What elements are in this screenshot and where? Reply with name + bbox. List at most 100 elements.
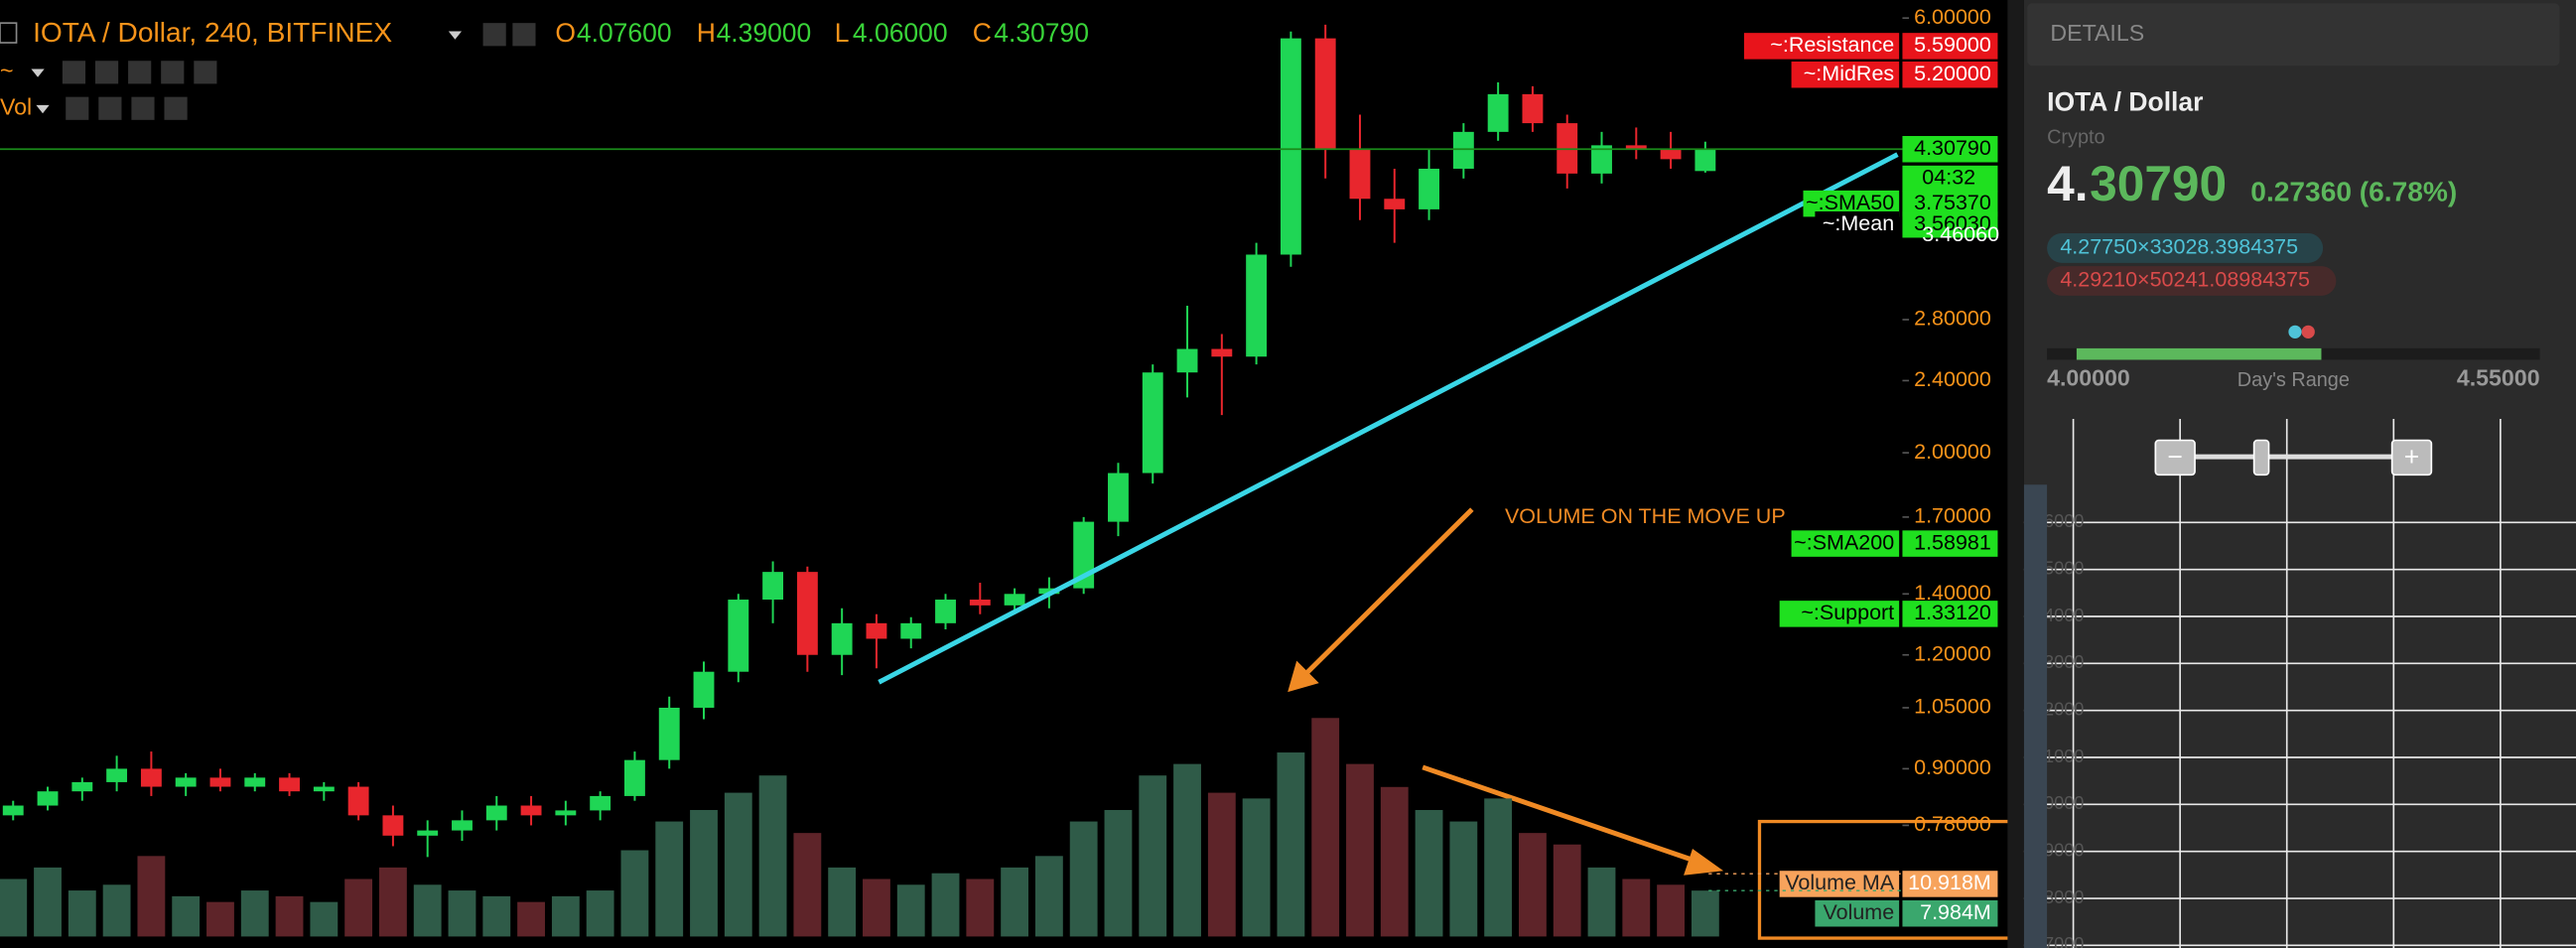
volume-bar: [482, 895, 511, 937]
candle-body: [485, 805, 507, 821]
candle-body: [37, 791, 59, 806]
icon[interactable]: [66, 96, 89, 120]
zoom-out[interactable]: [2154, 439, 2196, 476]
ohlc-value: 4.30790: [994, 18, 1089, 48]
tag-label: ~:MidRes: [1804, 62, 1894, 85]
icon[interactable]: [128, 61, 152, 84]
dropdown[interactable]: [448, 31, 463, 40]
icon[interactable]: [482, 23, 506, 47]
bid-pill: [2047, 233, 2324, 263]
tag-box: [1902, 601, 1998, 627]
candle-body: [313, 786, 335, 792]
tag-label: Volume: [1823, 900, 1894, 924]
zoom-in[interactable]: [2390, 439, 2433, 476]
tag-value: 1.58981: [1914, 530, 1991, 554]
volume-bar: [896, 884, 925, 937]
volume-bar: [68, 890, 96, 937]
volume-bar: [1069, 821, 1098, 937]
icon[interactable]: [131, 96, 155, 120]
icon[interactable]: [98, 96, 122, 120]
volume-bar: [931, 873, 960, 937]
candle-body: [658, 707, 680, 760]
arrow-head: [1288, 660, 1319, 693]
tag-value: 4.30790: [1914, 136, 1991, 160]
volume-bar: [1173, 763, 1201, 937]
dropdown[interactable]: [36, 104, 50, 114]
range-high: 4.55000: [2457, 364, 2540, 390]
candle-body: [1280, 38, 1301, 255]
candle-body: [209, 777, 231, 787]
icon[interactable]: [164, 96, 188, 120]
y-tick-label: 1.05000: [1914, 695, 1991, 719]
icon[interactable]: [194, 61, 217, 84]
candle-body: [831, 622, 853, 655]
candle-body: [623, 759, 645, 796]
candle-body: [1038, 588, 1060, 595]
volume-bar: [137, 856, 166, 937]
tag-label-box: [1791, 530, 1900, 557]
volume-bar: [240, 890, 269, 937]
tag-box: [1902, 33, 1998, 60]
icon[interactable]: [94, 61, 119, 84]
volume-bar: [828, 867, 857, 937]
volume-bar: [1484, 798, 1513, 937]
volume-bar: [863, 879, 890, 937]
candle-body: [520, 805, 542, 816]
tag-label: ~:Mean: [1823, 211, 1894, 235]
candle-body: [1487, 93, 1509, 132]
ohlc-label: O: [555, 18, 576, 48]
candle-body: [866, 622, 887, 639]
tag-box: [1902, 136, 1998, 163]
y-tick-label: 1.70000: [1914, 504, 1991, 528]
tag-value: 5.20000: [1914, 62, 1991, 85]
icon[interactable]: [161, 61, 185, 84]
slider-handle[interactable]: [2252, 439, 2270, 476]
volume-bar: [1139, 775, 1167, 937]
volume-bar: [172, 895, 201, 937]
volume-bar: [310, 901, 339, 937]
tag-label-box: [1743, 33, 1900, 60]
volume-bar: [378, 867, 407, 937]
volume-bar: [1691, 890, 1719, 937]
details-panel: [2023, 0, 2576, 948]
candle-body: [1419, 168, 1439, 209]
volume-bar: [1622, 879, 1651, 937]
icon[interactable]: [62, 61, 86, 84]
candle-body: [452, 820, 473, 831]
symbol: IOTA / Dollar, 240, BITFINEX: [33, 17, 392, 48]
candle-body: [140, 768, 162, 787]
menu-icon[interactable]: [0, 22, 18, 44]
ohlc-value: 4.07600: [577, 18, 672, 48]
volume-bar: [690, 809, 718, 937]
candle-body: [1695, 149, 1716, 172]
candle-body: [1625, 145, 1647, 150]
candle-body: [590, 795, 611, 811]
details-header: [2027, 3, 2560, 67]
arrow: [1303, 507, 1474, 676]
y-tick-label: 1.40000: [1914, 581, 1991, 605]
candle-body: [1246, 254, 1268, 357]
candle-body: [417, 830, 439, 836]
candle-body: [1314, 38, 1336, 150]
volume-bar: [758, 775, 787, 937]
volume-bar: [620, 850, 649, 937]
icon[interactable]: [512, 23, 536, 47]
ohlc-label: H: [697, 18, 716, 48]
y-tick-label: 2.40000: [1914, 367, 1991, 391]
arrows: [1288, 507, 1724, 876]
divider[interactable]: [2007, 0, 2024, 948]
candle-body: [1004, 594, 1025, 606]
candle-body: [279, 777, 300, 792]
volume-bar: [0, 879, 28, 937]
tag-value: 10.918M: [1908, 871, 1991, 894]
tag-box: [1902, 210, 1998, 238]
dropdown[interactable]: [31, 68, 45, 77]
tag-value: 5.59000: [1914, 33, 1991, 57]
volume-bar: [1415, 809, 1443, 937]
volume-bar: [206, 901, 234, 937]
candle-body: [1660, 149, 1682, 160]
tag-value: 3.75370: [1914, 191, 1991, 214]
candle-body: [1384, 199, 1406, 209]
